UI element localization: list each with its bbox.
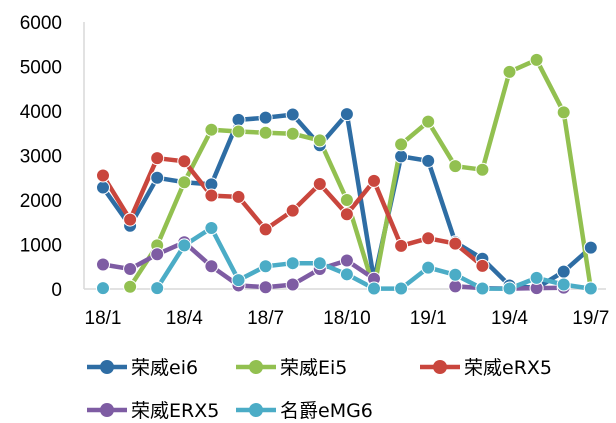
y-tick-label: 4000 <box>20 102 62 123</box>
data-point <box>421 231 436 246</box>
data-point <box>258 280 273 295</box>
data-point <box>285 256 300 271</box>
data-point <box>312 256 327 271</box>
data-point <box>285 277 300 292</box>
x-tick-label: 18/7 <box>247 308 284 329</box>
data-point <box>177 238 192 253</box>
data-point <box>475 258 490 273</box>
data-point <box>96 281 110 296</box>
data-point <box>394 238 409 253</box>
x-tick-label: 18/1 <box>85 308 122 329</box>
legend-swatch-marker <box>433 360 447 374</box>
series-points <box>96 52 598 296</box>
data-point <box>123 279 138 294</box>
data-point <box>231 124 246 139</box>
data-point <box>96 168 110 183</box>
data-point <box>285 107 300 122</box>
data-point <box>312 176 327 191</box>
legend: 荣威ei6 荣威Ei5 荣威eRX5 荣威ERX5 名爵eMG6 <box>87 357 552 422</box>
data-point <box>231 112 246 127</box>
data-point <box>258 110 273 125</box>
legend-label: 荣威eRX5 <box>464 357 552 379</box>
data-point <box>150 151 165 166</box>
x-tick-label: 18/4 <box>166 308 203 329</box>
legend-label: 名爵eMG6 <box>280 400 373 422</box>
data-point <box>204 221 219 236</box>
data-point <box>367 173 381 188</box>
data-point <box>96 180 110 195</box>
data-point <box>258 259 273 274</box>
legend-swatch-marker <box>249 403 263 417</box>
data-point <box>556 277 571 292</box>
data-point <box>339 193 354 207</box>
y-tick-label: 5000 <box>20 58 62 79</box>
data-point <box>556 105 571 120</box>
data-point <box>448 267 463 282</box>
data-point <box>123 212 138 227</box>
data-point <box>556 264 571 279</box>
x-tick-label: 19/1 <box>410 308 447 329</box>
data-point <box>448 159 463 174</box>
y-tick-label: 3000 <box>20 147 62 168</box>
data-point <box>231 273 246 288</box>
data-point <box>258 125 273 140</box>
data-point <box>204 188 219 203</box>
data-point <box>394 149 409 164</box>
x-tick-labels: 18/1 18/4 18/7 18/10 19/1 19/4 19/7 <box>85 308 610 329</box>
x-tick-label: 18/10 <box>323 308 371 329</box>
data-point <box>394 281 409 296</box>
data-point <box>204 259 219 274</box>
data-point <box>339 207 354 222</box>
data-point <box>339 253 354 268</box>
data-point <box>123 261 138 276</box>
x-tick-label: 19/7 <box>572 308 609 329</box>
x-tick-label: 19/4 <box>491 308 528 329</box>
data-point <box>96 257 110 272</box>
legend-label: 荣威Ei5 <box>280 357 347 379</box>
data-point <box>421 153 436 168</box>
data-point <box>367 281 381 296</box>
legend-label: 荣威ei6 <box>131 357 198 379</box>
data-point <box>177 175 192 190</box>
data-point <box>339 267 354 282</box>
y-tick-label: 6000 <box>20 13 62 34</box>
data-point <box>339 107 354 122</box>
data-point <box>150 247 165 262</box>
data-point <box>312 133 327 148</box>
data-point <box>448 236 463 251</box>
data-point <box>421 260 436 275</box>
data-point <box>204 122 219 137</box>
data-point <box>448 279 463 294</box>
data-point <box>583 240 598 255</box>
legend-swatch-marker <box>249 360 263 374</box>
y-tick-label: 0 <box>51 280 62 301</box>
data-point <box>529 52 544 67</box>
data-point <box>285 203 300 218</box>
data-point <box>150 281 165 296</box>
y-tick-label: 2000 <box>20 191 62 212</box>
y-tick-label: 1000 <box>20 236 62 257</box>
data-point <box>394 137 409 152</box>
legend-swatch-marker <box>100 360 114 374</box>
data-point <box>285 126 300 141</box>
legend-label: 荣威ERX5 <box>131 400 219 422</box>
data-point <box>583 281 598 296</box>
data-point <box>502 281 517 296</box>
data-point <box>258 222 273 237</box>
data-point <box>529 270 544 285</box>
data-point <box>475 162 490 177</box>
data-point <box>231 189 246 204</box>
data-point <box>421 114 436 129</box>
data-point <box>502 64 517 79</box>
data-point <box>475 281 490 296</box>
data-point <box>150 170 165 185</box>
y-tick-labels: 0 1000 2000 3000 4000 5000 6000 <box>20 13 62 301</box>
legend-swatch-marker <box>100 403 114 417</box>
data-point <box>177 154 192 169</box>
